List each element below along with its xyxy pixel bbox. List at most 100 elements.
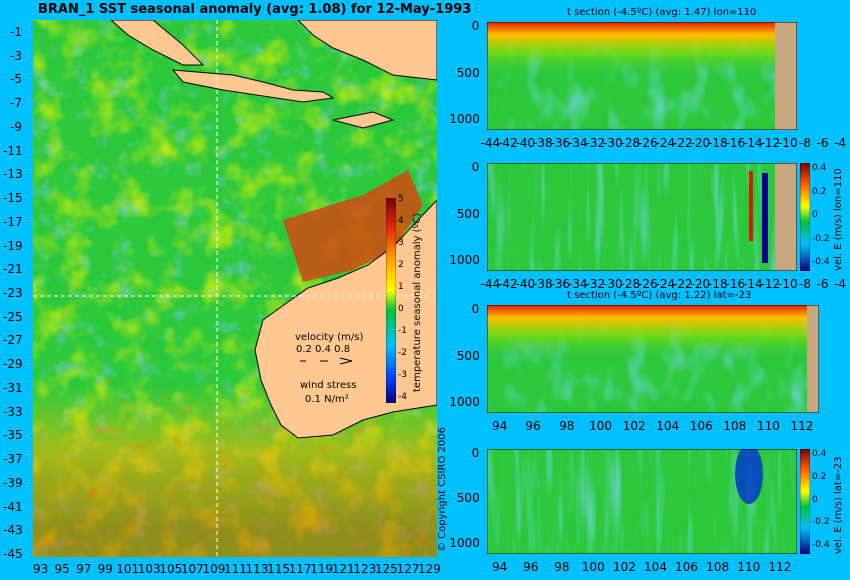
- panel-x-tick: -10: [778, 136, 798, 150]
- velocity-colorbar-tick: 0.2: [812, 471, 827, 482]
- lat-tick-label: -45: [3, 547, 23, 561]
- panel-y-tick: 500: [456, 491, 480, 505]
- panel-y-tick: 1000: [449, 536, 480, 550]
- sst-colorbar-tick: -3: [398, 370, 407, 380]
- sst-colorbar-tick: -1: [398, 326, 407, 336]
- velocity-colorbar-tick: -0.2: [812, 517, 830, 528]
- velocity-colorbar-tick: 0.2: [812, 186, 827, 197]
- panel-x-tick: -34: [568, 136, 588, 150]
- lat-tick-label: -23: [3, 286, 23, 300]
- panel-x-tick: 110: [756, 419, 780, 433]
- lat-tick-label: -17: [3, 214, 23, 229]
- panel-x-tick: -32: [585, 277, 606, 291]
- panel-y-tick: 0: [471, 302, 480, 316]
- panel-x-tick: 96: [525, 419, 541, 433]
- lat-tick-label: -31: [3, 380, 23, 395]
- lat-tick-label: -7: [10, 96, 22, 111]
- velocity-legend-title: velocity (m/s): [295, 332, 364, 343]
- panel-x-tick: -10: [778, 277, 798, 291]
- lon-tick-label: 117: [288, 562, 312, 576]
- lon-tick-label: 109: [202, 562, 226, 576]
- lat-tick-label: -25: [3, 309, 23, 324]
- section-plot[interactable]: [487, 305, 819, 413]
- sst-colorbar-tick: 0: [398, 304, 404, 314]
- panel-x-tick: 98: [554, 560, 570, 574]
- copyright-text: © Copyright CSIRO 2006: [437, 427, 448, 552]
- velocity-colorbar-tick: 0: [812, 210, 818, 220]
- lat-tick-label: -5: [10, 72, 22, 87]
- panel-x-tick: 102: [612, 560, 636, 574]
- panel-x-tick: 104: [656, 419, 680, 433]
- lat-tick-label: -3: [10, 48, 22, 63]
- panel-title: t section (-4.5ºC) (avg: 1.22) lat=-23: [567, 290, 752, 301]
- panel-x-tick: 96: [523, 560, 539, 574]
- panel-x-tick: -26: [638, 136, 658, 150]
- panel-x-tick: 112: [790, 419, 814, 433]
- panel-x-tick: -16: [725, 277, 746, 291]
- lat-tick-label: -11: [3, 143, 23, 158]
- panel-x-tick: -30: [603, 136, 623, 150]
- lat-tick-label: -19: [3, 238, 23, 253]
- panel-y-tick: 1000: [449, 253, 480, 267]
- panel-x-tick: -6: [816, 136, 829, 150]
- lat-tick-label: -13: [3, 167, 23, 182]
- panel-x-tick: -38: [533, 136, 553, 150]
- panel-x-tick: -14: [743, 136, 763, 150]
- lon-tick-label: 121: [331, 562, 355, 576]
- panel-y-tick: 500: [456, 65, 480, 80]
- sst-colorbar-label: temperature seasonal anomaly (ºC): [412, 212, 423, 392]
- sst-colorbar-tick: -4: [398, 392, 407, 402]
- wind-legend-title: wind stress: [300, 380, 357, 391]
- lat-tick-label: -15: [3, 191, 23, 206]
- panel-x-tick: -12: [760, 277, 781, 291]
- lon-tick-label: 119: [310, 562, 334, 576]
- panel-x-tick: -36: [550, 136, 571, 150]
- panel-x-tick: 106: [689, 419, 713, 433]
- lon-tick-label: 101: [116, 562, 140, 576]
- panel-x-tick: -38: [533, 277, 553, 291]
- panel-y-tick: 1000: [449, 395, 480, 409]
- lat-tick-label: -39: [3, 475, 23, 490]
- panel-x-tick: 94: [492, 419, 508, 433]
- sst-map-canvas: [33, 20, 437, 557]
- velocity-colorbar: [800, 163, 810, 271]
- panel-x-tick: 98: [559, 419, 575, 433]
- section-plot[interactable]: [487, 22, 797, 130]
- lon-tick-label: 103: [137, 562, 161, 576]
- section-plot[interactable]: [487, 163, 797, 271]
- panel-x-tick: 100: [589, 419, 613, 433]
- sst-colorbar-tick: 5: [398, 194, 404, 204]
- lat-tick-label: -1: [10, 25, 22, 39]
- lon-tick-label: 97: [76, 562, 92, 576]
- lon-tick-label: 105: [159, 562, 183, 576]
- lon-tick-label: 111: [224, 562, 247, 576]
- panel-x-tick: 102: [622, 419, 646, 433]
- lat-tick-label: -41: [3, 499, 23, 514]
- panel-x-tick: -24: [655, 136, 676, 150]
- panel-x-tick: -14: [743, 277, 763, 291]
- velocity-colorbar-tick: -0.4: [812, 257, 830, 267]
- velocity-colorbar-label: vel. E (m/s) lat=-23: [833, 456, 844, 554]
- section-plot[interactable]: [487, 449, 797, 554]
- panel-x-tick: -4: [834, 136, 846, 150]
- velocity-colorbar-label: vel. E (m/s) lon=110: [833, 168, 844, 271]
- panel-x-tick: -34: [568, 277, 588, 291]
- panel-y-tick: 0: [471, 446, 480, 460]
- panel-x-tick: -8: [799, 277, 811, 291]
- panel-x-tick: -42: [498, 277, 518, 291]
- panel-y-tick: 500: [456, 348, 480, 363]
- panel-y-tick: 500: [456, 206, 480, 221]
- panel-x-tick: -12: [760, 136, 781, 150]
- sst-map[interactable]: [33, 20, 437, 557]
- velocity-colorbar-tick: 0: [812, 494, 818, 505]
- panel-x-tick: -6: [816, 277, 829, 291]
- lat-tick-label: -33: [3, 404, 23, 419]
- lon-tick-label: 93: [33, 562, 49, 576]
- panel-x-tick: -20: [690, 277, 711, 291]
- sst-colorbar-tick: 2: [398, 260, 404, 270]
- panel-x-tick: -40: [515, 136, 536, 150]
- lon-tick-label: 125: [374, 562, 398, 576]
- lon-tick-label: 129: [418, 562, 441, 576]
- panel-x-tick: -8: [799, 136, 811, 150]
- panel-x-tick: -16: [725, 136, 746, 150]
